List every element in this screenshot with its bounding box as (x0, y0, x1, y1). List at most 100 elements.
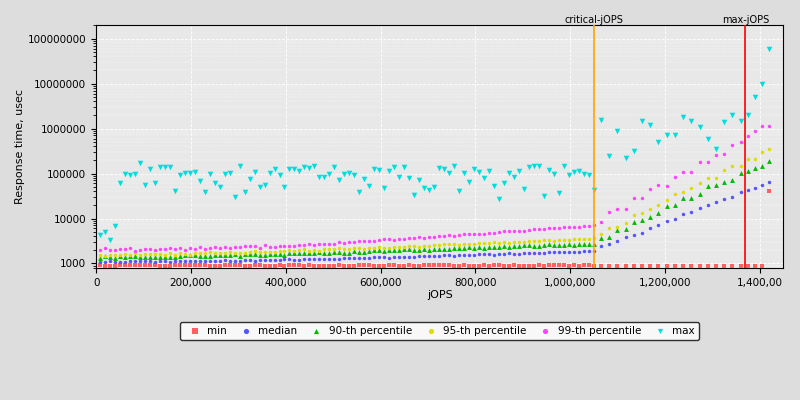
Point (333, 262, 346, 268)
Point (562, 237, 575, 243)
Point (313, 263, 326, 269)
Point (383, 262, 396, 268)
Point (669, 216, 682, 222)
Point (438, 233, 450, 239)
Point (418, 262, 430, 268)
Point (248, 169, 261, 175)
Point (756, 80, 769, 87)
Point (233, 244, 246, 250)
Point (333, 177, 346, 183)
Point (118, 262, 131, 269)
Point (502, 263, 515, 269)
Point (233, 262, 246, 268)
Point (228, 250, 241, 256)
Point (567, 262, 580, 268)
Point (578, 240, 590, 247)
Point (408, 192, 421, 198)
Point (418, 235, 430, 241)
Point (243, 251, 256, 257)
Point (573, 223, 586, 230)
Point (493, 244, 506, 250)
Point (268, 249, 281, 255)
Point (363, 262, 376, 269)
Point (323, 262, 336, 269)
Point (582, 262, 595, 268)
Point (418, 184, 430, 191)
Point (652, 182, 665, 188)
Point (533, 262, 546, 268)
Point (318, 173, 331, 180)
Point (636, 195, 649, 202)
Point (168, 246, 181, 252)
Point (482, 168, 495, 174)
Point (223, 170, 236, 176)
Point (578, 248, 590, 254)
Point (468, 244, 481, 251)
Point (358, 262, 370, 268)
Point (373, 254, 386, 260)
Point (223, 244, 236, 251)
Point (288, 248, 301, 254)
Point (248, 258, 261, 264)
Point (488, 243, 501, 250)
Point (527, 250, 540, 256)
Point (448, 241, 461, 248)
Point (293, 250, 306, 256)
Point (518, 186, 530, 192)
Point (168, 258, 181, 264)
Point (378, 245, 390, 251)
Point (702, 159, 714, 166)
Point (636, 216, 649, 223)
Point (158, 263, 171, 269)
Point (123, 253, 136, 260)
Point (433, 232, 446, 239)
Point (163, 164, 176, 170)
Point (283, 262, 296, 268)
Point (438, 246, 450, 252)
Point (458, 262, 470, 268)
Point (611, 128, 624, 134)
Point (636, 210, 649, 216)
Point (293, 242, 306, 248)
Point (507, 239, 520, 245)
Point (582, 172, 595, 178)
Point (98, 252, 111, 259)
Point (328, 240, 341, 247)
Point (388, 262, 401, 268)
Point (458, 245, 470, 252)
Point (248, 248, 261, 254)
Point (522, 250, 535, 256)
Point (248, 242, 261, 249)
Point (478, 230, 490, 237)
Point (114, 253, 126, 260)
Point (567, 248, 580, 255)
Point (363, 245, 376, 252)
Point (498, 239, 510, 245)
Point (143, 251, 156, 257)
Point (627, 219, 640, 226)
Point (174, 245, 186, 252)
Point (677, 169, 690, 176)
Point (726, 262, 739, 269)
Point (203, 262, 216, 269)
Point (138, 246, 151, 252)
Point (507, 242, 520, 249)
Point (567, 224, 580, 230)
Point (718, 118, 730, 125)
Point (542, 225, 555, 232)
Point (442, 170, 455, 176)
Point (693, 124, 706, 130)
Point (298, 242, 311, 248)
Point (183, 252, 196, 258)
Point (348, 171, 361, 178)
Point (278, 184, 291, 190)
Point (223, 258, 236, 264)
Point (693, 205, 706, 212)
Point (363, 255, 376, 261)
Point (594, 262, 607, 269)
Point (573, 248, 586, 255)
Point (718, 196, 730, 202)
Point (378, 185, 390, 192)
Point (562, 248, 575, 255)
Point (522, 238, 535, 244)
